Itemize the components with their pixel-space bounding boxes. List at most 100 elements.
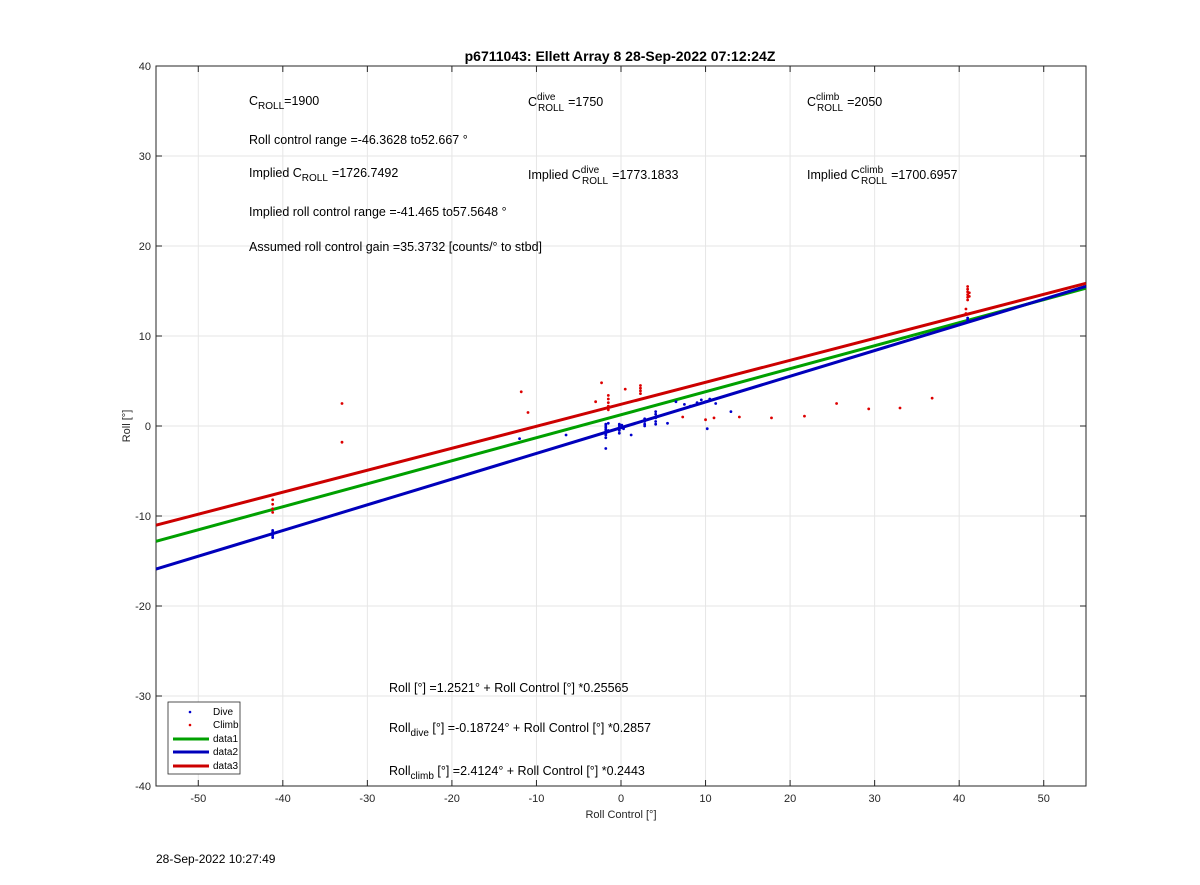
- legend-label-data3: data3: [213, 761, 238, 772]
- anno-implied-range: Implied roll control range =-41.465 to57…: [249, 205, 507, 219]
- y-tick-label: 10: [139, 331, 151, 343]
- climb-point: [639, 386, 642, 390]
- x-tick-label: -30: [359, 793, 375, 805]
- dive-point: [271, 529, 275, 532]
- climb-point: [704, 418, 707, 422]
- x-tick-label: 0: [618, 793, 624, 805]
- dive-point: [654, 420, 658, 423]
- climb-point: [964, 312, 968, 315]
- chart-title: p6711043: Ellett Array 8 28-Sep-2022 07:…: [465, 48, 776, 64]
- dive-point: [705, 427, 709, 431]
- dive-point: [654, 422, 658, 426]
- dive-point: [643, 420, 647, 423]
- climb-point: [835, 402, 838, 405]
- anno-c-roll-climb: Cclimb ROLL =2050: [807, 92, 882, 114]
- climb-point: [340, 402, 344, 405]
- anno-implied-c-roll-climb: Implied Cclimb ROLL =1700.6957: [807, 165, 958, 187]
- climb-point: [964, 307, 968, 311]
- legend: Dive Climb data1 data2 data3: [167, 701, 241, 775]
- dive-point: [271, 536, 275, 539]
- dive-point: [683, 403, 686, 406]
- dive-point: [606, 429, 610, 432]
- climb-point: [606, 401, 610, 404]
- dive-point: [564, 433, 568, 437]
- dive-point: [654, 416, 658, 420]
- climb-point: [606, 394, 610, 397]
- y-tick-label: 0: [145, 421, 151, 433]
- climb-point: [803, 414, 806, 418]
- climb-point: [519, 390, 523, 394]
- dive-point: [617, 431, 621, 435]
- dive-point: [643, 417, 647, 421]
- climb-point: [930, 396, 934, 400]
- x-tick-label: -50: [190, 793, 206, 805]
- dive-point: [604, 436, 608, 440]
- x-tick-label: 50: [1038, 793, 1050, 805]
- x-tick-label: -20: [444, 793, 460, 805]
- legend-label-dive: Dive: [213, 707, 233, 718]
- climb-point: [898, 406, 902, 410]
- climb-point: [712, 416, 716, 420]
- legend-label-data2: data2: [213, 747, 238, 758]
- climb-point: [966, 298, 970, 302]
- climb-point: [639, 384, 642, 387]
- dive-point: [699, 398, 703, 402]
- y-tick-label: 20: [139, 241, 151, 253]
- climb-point: [271, 498, 275, 502]
- dive-point: [966, 316, 970, 320]
- dive-point: [604, 447, 608, 450]
- climb-point: [967, 291, 971, 295]
- fit-lines: [155, 281, 1087, 571]
- y-axis-label: Roll [°]: [121, 410, 133, 443]
- dive-point: [714, 402, 718, 405]
- climb-point: [606, 408, 610, 412]
- climb-point: [340, 440, 344, 444]
- climb-point: [271, 511, 275, 514]
- dive-point: [604, 422, 608, 426]
- climb-point: [271, 507, 275, 511]
- x-tick-label: -40: [275, 793, 291, 805]
- anno-implied-c-roll-dive: Implied Cdive ROLL =1773.1833: [528, 165, 679, 187]
- axis-ticks: -50 -40 -30 -20 -10 0 10 20 30 40 50 -40 -30 -20 -10 0 1…: [135, 61, 1086, 805]
- anno-fit-dive: Rolldive [°] =-0.18724° + Roll Control […: [389, 721, 651, 739]
- y-tick-label: -40: [135, 781, 151, 793]
- anno-gain: Assumed roll control gain =35.3732 [coun…: [249, 240, 542, 254]
- x-tick-label: 30: [869, 793, 881, 805]
- dive-point: [654, 410, 658, 413]
- dive-point: [688, 404, 692, 408]
- climb-point: [966, 293, 970, 296]
- anno-fit-climb: Rollclimb [°] =2.4124° + Roll Control [°…: [389, 764, 645, 782]
- y-tick-label: -10: [135, 511, 151, 523]
- x-tick-label: 20: [784, 793, 796, 805]
- fit-line-data3: [155, 281, 1087, 527]
- x-axis-label: Roll Control [°]: [585, 809, 656, 821]
- dive-point: [617, 422, 621, 426]
- climb-point: [526, 411, 530, 414]
- climb-point: [867, 407, 871, 411]
- dive-point: [654, 412, 658, 416]
- anno-c-roll: CROLL=1900: [249, 94, 319, 112]
- y-tick-label: 30: [139, 151, 151, 163]
- y-tick-label: -20: [135, 601, 151, 613]
- dive-point: [622, 427, 625, 431]
- climb-point: [606, 397, 610, 401]
- dive-point: [704, 400, 707, 404]
- climb-point: [737, 415, 741, 419]
- dive-point: [617, 429, 621, 432]
- climb-point: [600, 381, 603, 385]
- dive-point: [629, 433, 633, 437]
- climb-point: [681, 415, 685, 419]
- climb-point: [271, 502, 275, 506]
- anno-roll-control-range: Roll control range =-46.3628 to52.667 °: [249, 133, 468, 147]
- legend-label-data1: data1: [213, 734, 238, 745]
- dive-point: [620, 423, 624, 427]
- climb-point: [594, 400, 598, 404]
- legend-marker-dive: [188, 710, 192, 714]
- climb-point: [967, 295, 971, 298]
- legend-label-climb: Climb: [213, 720, 239, 731]
- dive-point: [729, 410, 733, 413]
- anno-c-roll-dive: Cdive ROLL =1750: [528, 92, 603, 114]
- climb-point: [770, 416, 773, 420]
- climb-point: [966, 285, 970, 288]
